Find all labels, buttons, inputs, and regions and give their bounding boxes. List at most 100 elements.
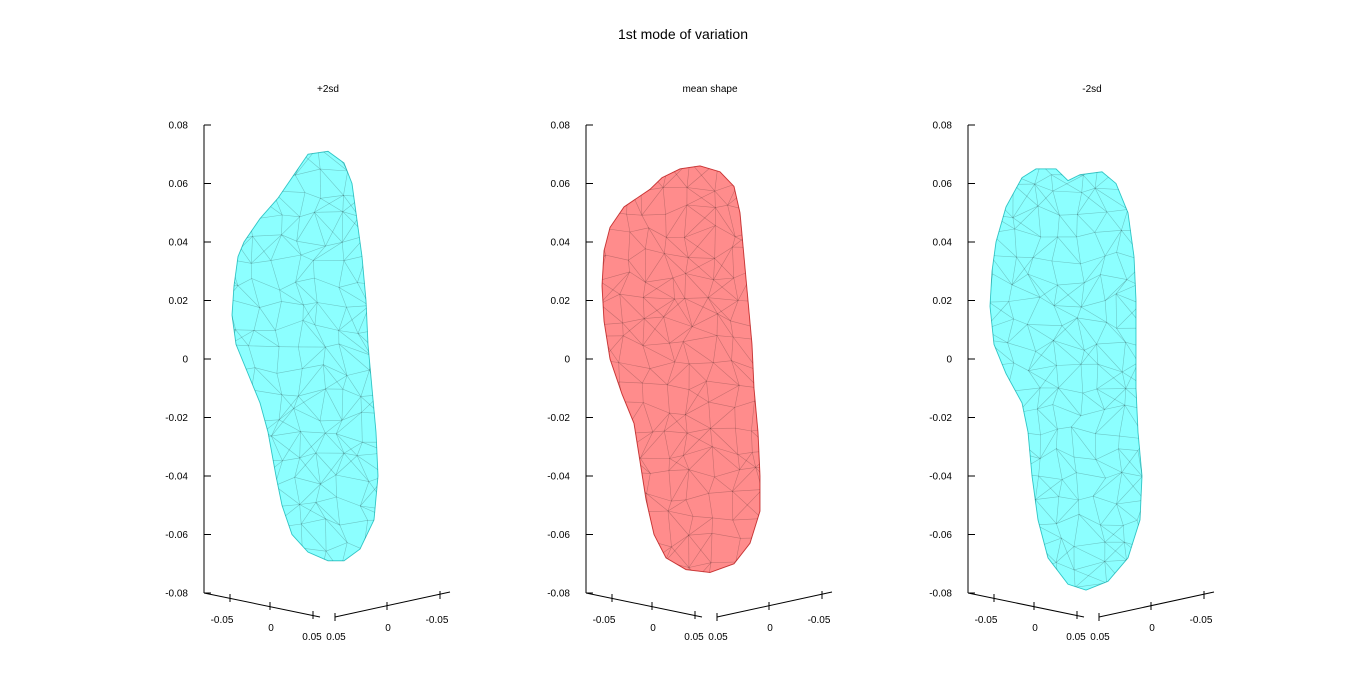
mesh-edge bbox=[341, 389, 344, 421]
mesh-edge bbox=[713, 277, 734, 281]
mesh-edge bbox=[278, 419, 301, 432]
mesh-edge bbox=[1039, 428, 1058, 459]
mesh-edge bbox=[713, 362, 740, 386]
mesh-edge bbox=[602, 169, 609, 185]
mesh-edge bbox=[602, 293, 620, 305]
y-tick-label: 0.05 bbox=[1090, 632, 1110, 643]
mesh-edge bbox=[996, 589, 1010, 591]
mesh-edge bbox=[714, 476, 733, 492]
y-tick-label: -0.05 bbox=[808, 615, 831, 626]
mesh-edge bbox=[623, 559, 642, 568]
mesh-edge bbox=[356, 455, 370, 482]
mesh-edge bbox=[1057, 282, 1085, 286]
mesh-edge bbox=[1057, 426, 1072, 430]
mesh-edge bbox=[690, 586, 706, 589]
mesh-edge bbox=[683, 428, 711, 456]
mesh-edge bbox=[361, 412, 363, 443]
mesh-edge bbox=[1078, 514, 1106, 543]
mesh-edge bbox=[360, 505, 378, 511]
z-tick-label: 0.02 bbox=[169, 296, 189, 307]
mesh-edge bbox=[1059, 215, 1077, 238]
mesh-edge bbox=[320, 483, 337, 498]
mesh-edge bbox=[339, 520, 368, 526]
mesh-edge bbox=[251, 260, 271, 264]
mesh-edge bbox=[1030, 589, 1061, 591]
mesh-edge bbox=[1027, 257, 1034, 275]
mesh-edge bbox=[777, 259, 779, 276]
mesh-edge bbox=[1055, 546, 1075, 563]
mesh-edge bbox=[619, 271, 630, 295]
mesh-edge bbox=[271, 419, 280, 437]
mesh-edge bbox=[684, 298, 718, 315]
mesh-edge bbox=[319, 419, 343, 422]
mesh-edge bbox=[1078, 499, 1080, 515]
mesh-edge bbox=[706, 381, 709, 403]
mesh-edge bbox=[339, 524, 348, 543]
mesh-edge bbox=[1057, 236, 1081, 265]
mesh-edge bbox=[279, 289, 282, 302]
mesh-edge bbox=[604, 538, 624, 560]
mesh-edge bbox=[735, 561, 738, 573]
mesh-edge bbox=[990, 339, 1008, 344]
mesh-edge bbox=[232, 410, 236, 433]
mesh-edge bbox=[274, 485, 300, 505]
z-tick-label: 0.08 bbox=[933, 121, 953, 132]
mesh-edge bbox=[1014, 228, 1041, 238]
mesh-edge bbox=[1124, 542, 1127, 561]
mesh-edge bbox=[737, 454, 756, 468]
mesh-edge bbox=[256, 190, 273, 197]
mesh-edge bbox=[238, 151, 261, 170]
mesh-edge bbox=[1140, 303, 1142, 329]
mesh-edge bbox=[752, 450, 760, 453]
mesh-edge bbox=[990, 448, 1006, 462]
mesh-edge bbox=[1138, 362, 1142, 389]
mesh-edge bbox=[1076, 236, 1081, 264]
mesh-edge bbox=[232, 417, 258, 438]
mesh-edge bbox=[1011, 284, 1041, 298]
mesh-edge bbox=[711, 517, 713, 534]
x-axis-line bbox=[203, 592, 321, 618]
y-axis-line bbox=[716, 591, 833, 618]
mesh-edge bbox=[712, 446, 740, 470]
mesh-edge bbox=[688, 257, 715, 259]
mesh-edge bbox=[325, 211, 344, 247]
mesh-edge bbox=[1027, 297, 1041, 325]
mesh-edge bbox=[1053, 340, 1057, 366]
mesh-edge bbox=[644, 298, 675, 319]
mesh-edge bbox=[370, 352, 378, 356]
mesh-edge bbox=[325, 388, 343, 421]
mesh-edge bbox=[317, 151, 348, 172]
shape-outline bbox=[601, 165, 761, 573]
shape-outline bbox=[231, 150, 379, 562]
mesh-edge bbox=[1073, 514, 1080, 547]
mesh-edge bbox=[1074, 561, 1105, 588]
mesh-edge bbox=[279, 152, 283, 180]
mesh-edge bbox=[735, 428, 739, 455]
mesh-edge bbox=[1105, 252, 1117, 257]
x-axis-line bbox=[967, 592, 1085, 618]
mesh-edge bbox=[216, 397, 232, 411]
mesh-edge bbox=[231, 372, 232, 397]
mesh-edge bbox=[990, 255, 991, 275]
mesh-edge bbox=[1055, 562, 1075, 571]
mesh-edge bbox=[668, 470, 672, 502]
mesh-edge bbox=[1078, 514, 1101, 526]
mesh-edge bbox=[990, 558, 997, 591]
mesh-edge bbox=[1008, 301, 1014, 320]
mesh-edge bbox=[1056, 365, 1059, 389]
mesh-edge bbox=[389, 255, 390, 286]
mesh-edge bbox=[1122, 371, 1142, 389]
mesh-edge bbox=[274, 546, 303, 549]
mesh-edge bbox=[688, 516, 694, 536]
mesh-edge bbox=[990, 460, 992, 478]
mesh-edge bbox=[683, 455, 690, 470]
mesh-edge bbox=[619, 293, 644, 298]
mesh-edge bbox=[990, 168, 997, 194]
mesh-edge bbox=[1083, 255, 1106, 283]
mesh-edge bbox=[341, 216, 360, 243]
mesh-edge bbox=[274, 546, 279, 561]
shape-surface bbox=[989, 168, 1143, 591]
mesh-edge bbox=[229, 345, 231, 372]
mesh-edge bbox=[232, 432, 236, 464]
mesh-edge bbox=[715, 225, 736, 238]
